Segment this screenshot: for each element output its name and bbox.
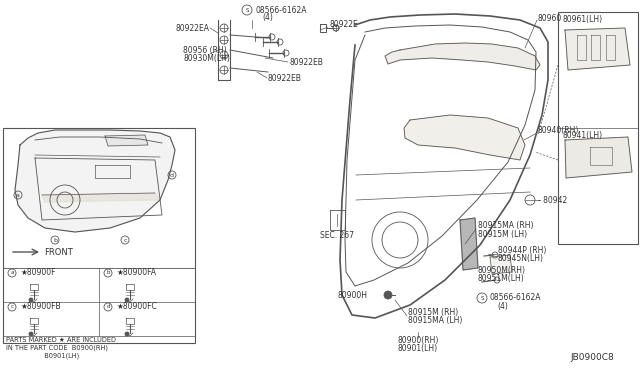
Polygon shape [460,218,478,270]
Polygon shape [15,130,175,232]
Text: b: b [53,237,57,243]
Text: S: S [480,295,484,301]
Text: SEC. 267: SEC. 267 [320,231,354,240]
Circle shape [29,332,33,336]
Text: 80941(LH): 80941(LH) [563,131,603,140]
Polygon shape [105,135,148,146]
Text: 80922E: 80922E [330,19,359,29]
Text: 80945N(LH): 80945N(LH) [498,254,544,263]
Text: ★80900FC: ★80900FC [116,301,157,311]
Circle shape [125,332,129,336]
Text: 80922EA: 80922EA [175,23,209,32]
Text: ★80900FB: ★80900FB [20,301,61,311]
Text: ★80900F: ★80900F [20,267,56,276]
Text: 80950M(RH): 80950M(RH) [478,266,526,275]
Circle shape [384,291,392,299]
Text: b: b [106,270,109,276]
Polygon shape [565,137,632,178]
Text: (4): (4) [262,13,273,22]
Text: IN THE PART CODE  B0900(RH): IN THE PART CODE B0900(RH) [6,345,108,351]
Polygon shape [565,28,630,70]
Text: 80915MA (LH): 80915MA (LH) [408,317,462,326]
Text: 80900(RH): 80900(RH) [397,336,438,344]
Polygon shape [490,255,512,274]
Text: 80915M (LH): 80915M (LH) [478,230,527,238]
Circle shape [125,298,129,302]
Text: 80940(RH): 80940(RH) [538,125,579,135]
Text: c: c [124,237,127,243]
Text: d: d [170,173,174,177]
Text: S: S [245,7,249,13]
Text: (4): (4) [497,301,508,311]
Text: 80922EB: 80922EB [290,58,324,67]
Text: 80922EB: 80922EB [268,74,302,83]
Text: B0901(LH): B0901(LH) [6,353,79,359]
Text: 80930M(LH): 80930M(LH) [183,54,230,62]
Text: JB0900C8: JB0900C8 [570,353,614,362]
Text: 80956 (RH): 80956 (RH) [183,45,227,55]
Text: c: c [10,305,13,310]
Text: - 80942: - 80942 [538,196,567,205]
Bar [558,12,638,244]
Text: 80944P (RH): 80944P (RH) [498,246,547,254]
Text: 08566-6162A: 08566-6162A [255,6,307,15]
Text: ★80900FA: ★80900FA [116,267,156,276]
Text: d: d [106,305,109,310]
Bar [3,128,195,343]
Text: 80961(LH): 80961(LH) [563,15,603,23]
Text: a: a [10,270,13,276]
Polygon shape [404,115,525,160]
Text: 80915M (RH): 80915M (RH) [408,308,458,317]
Text: 08566-6162A: 08566-6162A [490,294,541,302]
Text: PARTS MARKED ★ ARE INCLUDED: PARTS MARKED ★ ARE INCLUDED [6,337,116,343]
Polygon shape [385,43,540,70]
Text: 80901(LH): 80901(LH) [398,344,438,353]
Polygon shape [42,193,160,202]
Text: FRONT: FRONT [44,247,73,257]
Text: 80960: 80960 [538,13,563,22]
Text: 80951M(LH): 80951M(LH) [478,275,525,283]
Text: 80900H: 80900H [338,292,368,301]
Circle shape [29,298,33,302]
Text: 80915MA (RH): 80915MA (RH) [478,221,534,230]
Text: a: a [16,192,20,198]
